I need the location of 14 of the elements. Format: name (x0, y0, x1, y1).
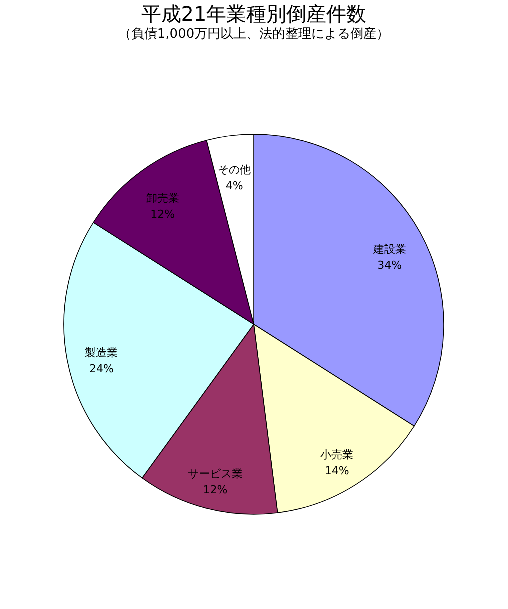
data-label: 12% (150, 208, 176, 222)
chart-subtitle: （負債1,000万円以上、法的整理による倒産） (118, 26, 390, 42)
data-label: 34% (378, 258, 402, 272)
data-label: 24% (90, 362, 114, 376)
slice-label: 卸売業 (146, 192, 180, 206)
data-label: 12% (203, 484, 228, 497)
slice-label: サービス業 (188, 468, 243, 481)
slice-label: 建設業 (372, 242, 406, 256)
data-label: 14% (324, 464, 350, 478)
chart-title: 平成21年業種別倒産件数 (141, 2, 367, 26)
slice-label: 製造業 (85, 346, 118, 360)
slice-label: その他 (218, 164, 252, 177)
data-label: 4% (226, 180, 244, 193)
slice-label: 小売業 (320, 448, 354, 462)
